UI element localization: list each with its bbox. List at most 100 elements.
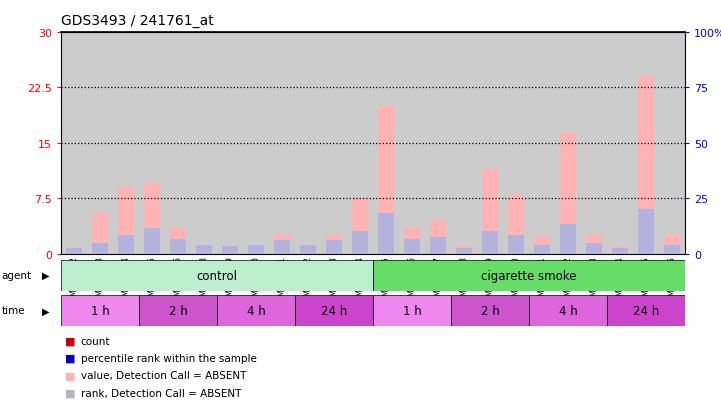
Bar bbox=[139, 295, 217, 326]
Bar bbox=[534, 238, 550, 254]
Bar bbox=[508, 235, 524, 254]
Bar bbox=[301, 245, 316, 254]
Bar bbox=[659, 33, 685, 254]
Bar bbox=[327, 241, 342, 254]
Bar bbox=[222, 249, 238, 254]
Text: ■: ■ bbox=[65, 370, 76, 380]
Bar bbox=[633, 33, 659, 254]
Bar bbox=[379, 107, 394, 254]
Bar bbox=[301, 245, 316, 254]
Bar bbox=[555, 33, 581, 254]
Bar bbox=[560, 225, 576, 254]
Text: 4 h: 4 h bbox=[559, 304, 578, 317]
Bar bbox=[61, 33, 87, 254]
Bar bbox=[196, 245, 212, 254]
Bar bbox=[664, 245, 680, 254]
Bar bbox=[482, 169, 497, 254]
Bar bbox=[425, 33, 451, 254]
Bar bbox=[456, 247, 472, 254]
Bar bbox=[373, 260, 685, 291]
Bar bbox=[638, 77, 654, 254]
Bar bbox=[404, 228, 420, 254]
Bar bbox=[165, 33, 191, 254]
Bar bbox=[61, 260, 373, 291]
Bar bbox=[92, 243, 108, 254]
Text: ■: ■ bbox=[65, 388, 76, 398]
Text: 24 h: 24 h bbox=[321, 304, 348, 317]
Bar bbox=[430, 238, 446, 254]
Bar bbox=[379, 214, 394, 254]
Bar bbox=[113, 33, 139, 254]
Bar bbox=[353, 199, 368, 254]
Bar bbox=[61, 295, 139, 326]
Text: 24 h: 24 h bbox=[633, 304, 659, 317]
Bar bbox=[430, 221, 446, 254]
Bar bbox=[170, 239, 186, 254]
Bar bbox=[347, 33, 373, 254]
Bar bbox=[586, 243, 602, 254]
Bar bbox=[456, 248, 472, 254]
Text: 1 h: 1 h bbox=[91, 304, 110, 317]
Bar bbox=[373, 33, 399, 254]
Bar bbox=[529, 295, 607, 326]
Bar bbox=[217, 295, 295, 326]
Bar bbox=[275, 241, 290, 254]
Bar bbox=[295, 295, 373, 326]
Bar bbox=[66, 248, 82, 254]
Bar bbox=[482, 232, 497, 254]
Bar bbox=[66, 248, 82, 254]
Text: ■: ■ bbox=[65, 336, 76, 346]
Bar bbox=[269, 33, 295, 254]
Text: ■: ■ bbox=[65, 353, 76, 363]
Bar bbox=[560, 133, 576, 254]
Bar bbox=[191, 33, 217, 254]
Bar bbox=[118, 188, 134, 254]
Bar bbox=[118, 235, 134, 254]
Text: count: count bbox=[81, 336, 110, 346]
Bar bbox=[92, 214, 108, 254]
Bar bbox=[248, 247, 264, 254]
Bar bbox=[404, 239, 420, 254]
Bar bbox=[607, 295, 685, 326]
Bar bbox=[607, 33, 633, 254]
Text: rank, Detection Call = ABSENT: rank, Detection Call = ABSENT bbox=[81, 388, 241, 398]
Bar bbox=[144, 184, 160, 254]
Bar bbox=[451, 33, 477, 254]
Bar bbox=[217, 33, 243, 254]
Bar bbox=[399, 33, 425, 254]
Bar bbox=[144, 228, 160, 254]
Bar bbox=[586, 235, 602, 254]
Text: percentile rank within the sample: percentile rank within the sample bbox=[81, 353, 257, 363]
Text: 1 h: 1 h bbox=[403, 304, 422, 317]
Bar bbox=[321, 33, 347, 254]
Bar bbox=[638, 210, 654, 254]
Bar bbox=[534, 245, 550, 254]
Text: value, Detection Call = ABSENT: value, Detection Call = ABSENT bbox=[81, 370, 246, 380]
Text: control: control bbox=[197, 269, 238, 282]
Bar bbox=[451, 295, 529, 326]
Bar bbox=[664, 235, 680, 254]
Bar bbox=[275, 235, 290, 254]
Bar bbox=[612, 247, 628, 254]
Text: 2 h: 2 h bbox=[169, 304, 187, 317]
Text: ▶: ▶ bbox=[42, 271, 49, 280]
Bar bbox=[353, 232, 368, 254]
Text: ▶: ▶ bbox=[42, 306, 49, 316]
Bar bbox=[243, 33, 269, 254]
Bar bbox=[612, 248, 628, 254]
Bar bbox=[196, 245, 212, 254]
Text: cigarette smoke: cigarette smoke bbox=[482, 269, 577, 282]
Text: 2 h: 2 h bbox=[481, 304, 500, 317]
Bar bbox=[508, 195, 524, 254]
Bar bbox=[327, 235, 342, 254]
Bar bbox=[248, 245, 264, 254]
Bar bbox=[529, 33, 555, 254]
Bar bbox=[503, 33, 529, 254]
Text: time: time bbox=[1, 306, 25, 316]
Bar bbox=[581, 33, 607, 254]
Text: agent: agent bbox=[1, 271, 32, 280]
Bar bbox=[295, 33, 321, 254]
Text: 4 h: 4 h bbox=[247, 304, 265, 317]
Bar bbox=[477, 33, 503, 254]
Bar bbox=[222, 247, 238, 254]
